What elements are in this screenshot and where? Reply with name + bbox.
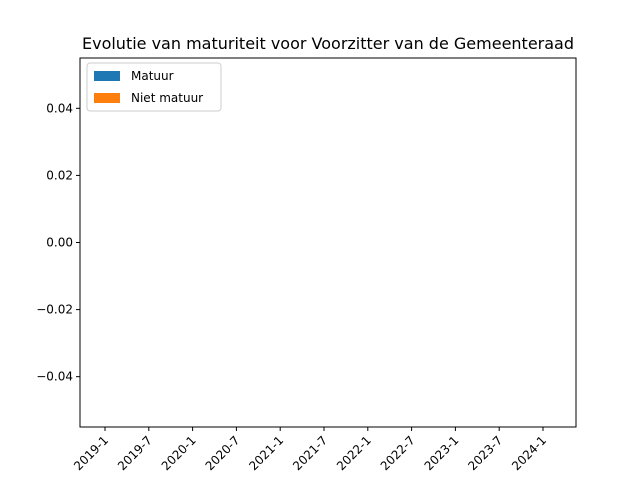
- legend: Matuur Niet matuur: [86, 62, 222, 112]
- x-tick-label: 2021-7: [290, 433, 330, 473]
- x-tick-label: 2021-1: [246, 433, 286, 473]
- y-tick-label: 0.02: [46, 168, 73, 182]
- x-tick-label: 2024-1: [509, 433, 549, 473]
- y-tick-label: 0.00: [46, 236, 73, 250]
- x-axis: 2019-1 2019-7 2020-1 2020-7 2021-1 2021-7 2022…: [71, 427, 549, 473]
- legend-label: Niet matuur: [131, 91, 203, 105]
- x-tick-label: 2019-7: [115, 433, 155, 473]
- x-tick-label: 2022-1: [334, 433, 374, 473]
- plot-area-frame: [79, 57, 577, 428]
- x-tick-label: 2020-1: [159, 433, 199, 473]
- legend-swatch: [94, 93, 120, 103]
- x-tick-label: 2023-7: [465, 433, 505, 473]
- legend-label: Matuur: [131, 69, 174, 83]
- x-tick-label: 2019-1: [71, 433, 111, 473]
- x-tick-label: 2023-1: [422, 433, 462, 473]
- y-tick-label: −0.02: [36, 303, 73, 317]
- y-tick-label: −0.04: [36, 370, 73, 384]
- legend-box: [86, 62, 222, 112]
- y-axis: 0.04 0.02 0.00 −0.02 −0.04: [36, 101, 80, 384]
- chart-title: Evolutie van maturiteit voor Voorzitter …: [82, 34, 574, 53]
- x-tick-label: 2020-7: [203, 433, 243, 473]
- legend-swatch: [94, 71, 120, 81]
- y-tick-label: 0.04: [46, 101, 73, 115]
- x-tick-label: 2022-7: [378, 433, 418, 473]
